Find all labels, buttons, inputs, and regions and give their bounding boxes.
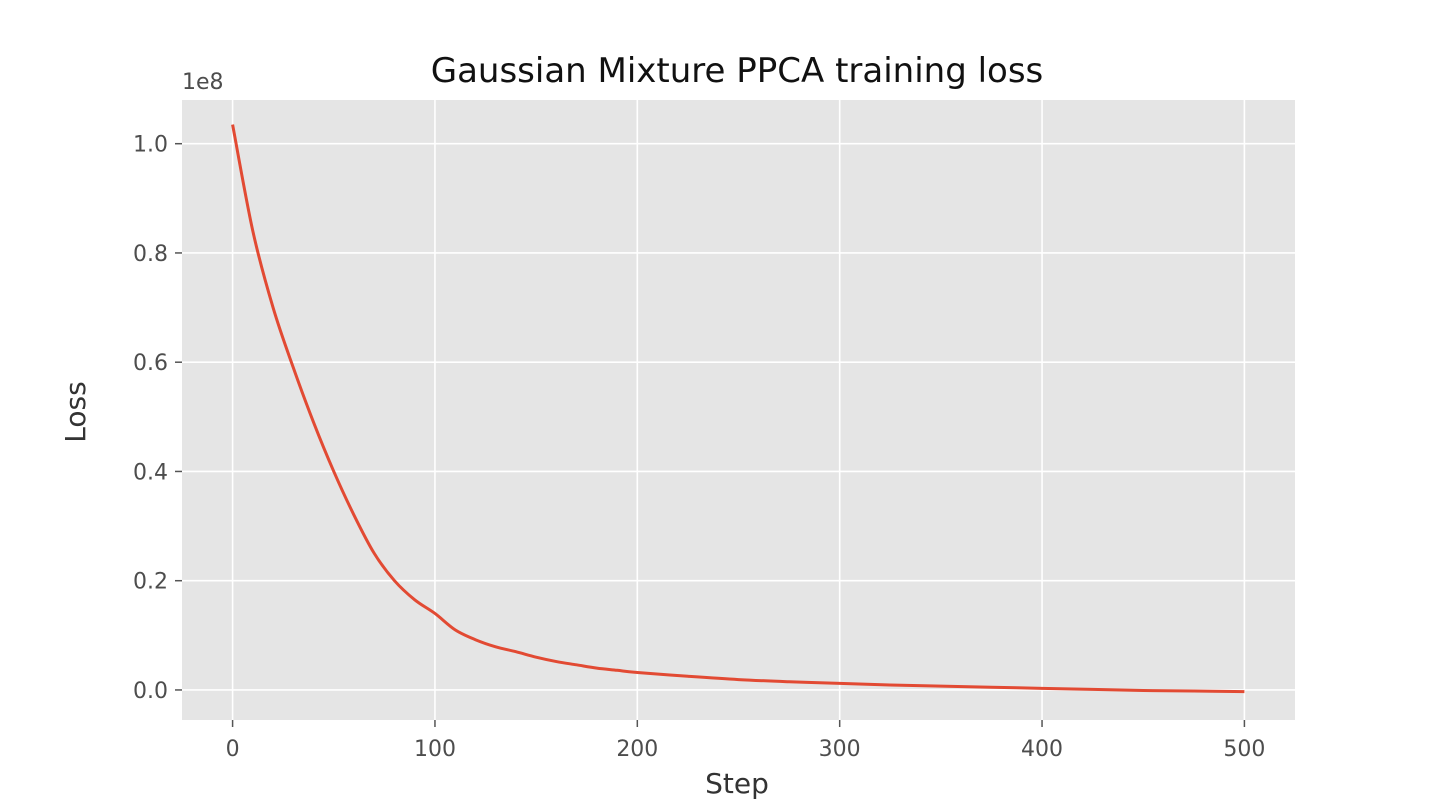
plot-background [182, 100, 1295, 720]
loss-series-line [231, 124, 1245, 694]
tick-layer: 0 100 200 300 400 500 0.0 0.2 0.4 0.6 0.8 1.0 [133, 133, 1265, 762]
y-axis-label: Loss [59, 381, 92, 442]
y-tick-label: 0.0 [133, 679, 168, 704]
y-tick-label: 0.8 [133, 242, 168, 267]
y-tick-label: 0.6 [133, 351, 168, 376]
series-layer [231, 124, 1245, 694]
x-tick-label: 500 [1223, 737, 1265, 762]
chart-title: Gaussian Mixture PPCA training loss [431, 51, 1044, 91]
y-tick-label: 0.4 [133, 460, 168, 485]
x-tick-label: 200 [616, 737, 658, 762]
x-tick-label: 300 [819, 737, 861, 762]
x-tick-label: 100 [414, 737, 456, 762]
x-tick-label: 400 [1021, 737, 1063, 762]
y-tick-label: 0.2 [133, 570, 168, 595]
y-axis-offset-label: 1e8 [182, 70, 224, 95]
grid-lines [182, 100, 1295, 720]
x-tick-label: 0 [226, 737, 240, 762]
x-axis-label: Step [705, 767, 769, 800]
y-tick-label: 1.0 [133, 133, 168, 158]
